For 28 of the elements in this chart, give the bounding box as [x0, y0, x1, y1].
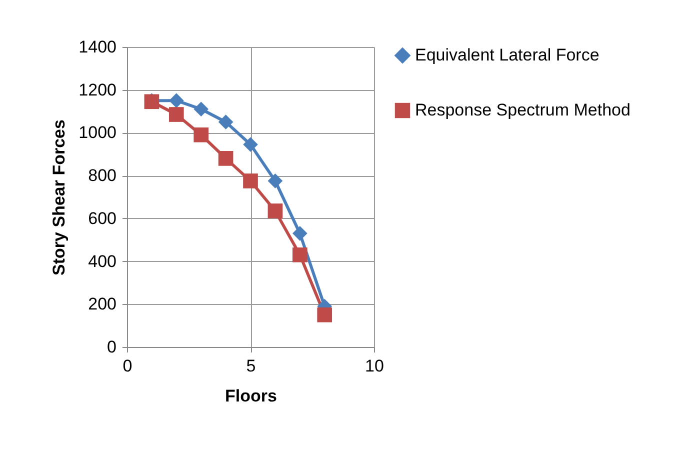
point	[243, 137, 258, 152]
point	[218, 114, 234, 130]
y-tick-label: 400	[88, 252, 116, 271]
y-tick-label: 800	[88, 166, 116, 186]
y-axis-title: Story Shear Forces	[50, 120, 69, 276]
point	[317, 307, 332, 322]
point	[168, 107, 184, 122]
y-tick-label: 1000	[78, 123, 116, 142]
x-tick-label: 5	[246, 356, 256, 376]
x-axis-title: Floors	[225, 386, 277, 406]
legend-label: Response Spectrum Method	[415, 100, 630, 120]
y-tick-label: 0	[107, 338, 116, 356]
x-tick-label: 0	[122, 356, 132, 376]
point	[218, 151, 234, 166]
point	[194, 127, 209, 142]
point	[292, 226, 308, 241]
y-tick-label: 1400	[78, 38, 116, 56]
point	[194, 102, 209, 117]
point	[268, 174, 283, 188]
y-tick-label: 1200	[78, 80, 116, 100]
point	[243, 174, 258, 188]
point	[292, 247, 308, 262]
x-tick-label: 10	[365, 356, 384, 376]
y-tick-label: 600	[88, 208, 116, 228]
point	[268, 204, 283, 218]
legend-label: Equivalent Lateral Force	[415, 46, 600, 64]
y-tick-label: 200	[88, 294, 116, 314]
point	[168, 93, 184, 108]
